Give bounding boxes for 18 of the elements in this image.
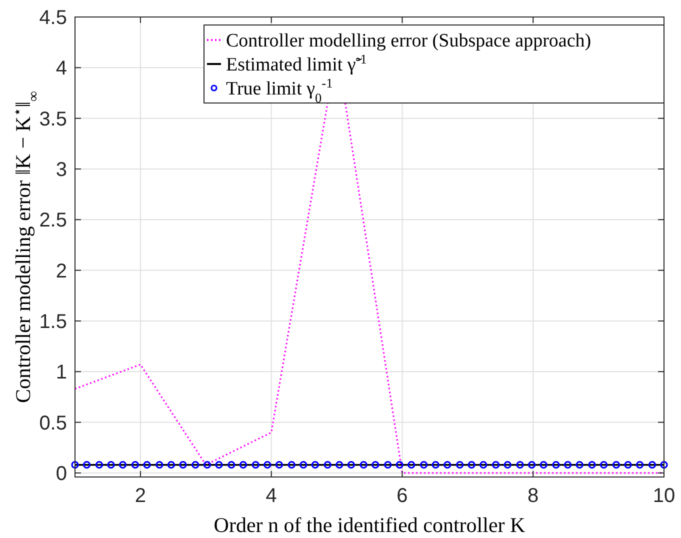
legend-label: Estimated limit γ̃$^{-1}$ <box>226 51 367 76</box>
x-tick-label: 10 <box>652 485 676 507</box>
y-tick-label: 1 <box>56 362 67 384</box>
x-tick-label: 2 <box>134 485 146 507</box>
y-tick-label: 3 <box>56 158 67 181</box>
y-tick-label: 4.5 <box>39 7 67 29</box>
y-tick-label: 0.5 <box>39 412 67 434</box>
y-tick-label: 4 <box>56 58 67 80</box>
y-tick-label: 1.5 <box>39 310 67 333</box>
y-tick-label: 2 <box>56 260 67 282</box>
legend-label: Controller modelling error (Subspace approach) <box>226 30 592 52</box>
x-tick-label: 6 <box>396 485 408 507</box>
x-axis-title: Order n of the identified controller K <box>214 513 526 537</box>
x-tick-label: 8 <box>528 485 539 507</box>
y-tick-label: 0 <box>56 462 67 485</box>
y-tick-label: 3.5 <box>39 108 67 130</box>
x-tick-label: 4 <box>266 485 277 507</box>
y-tick-label: 2.5 <box>39 210 67 232</box>
